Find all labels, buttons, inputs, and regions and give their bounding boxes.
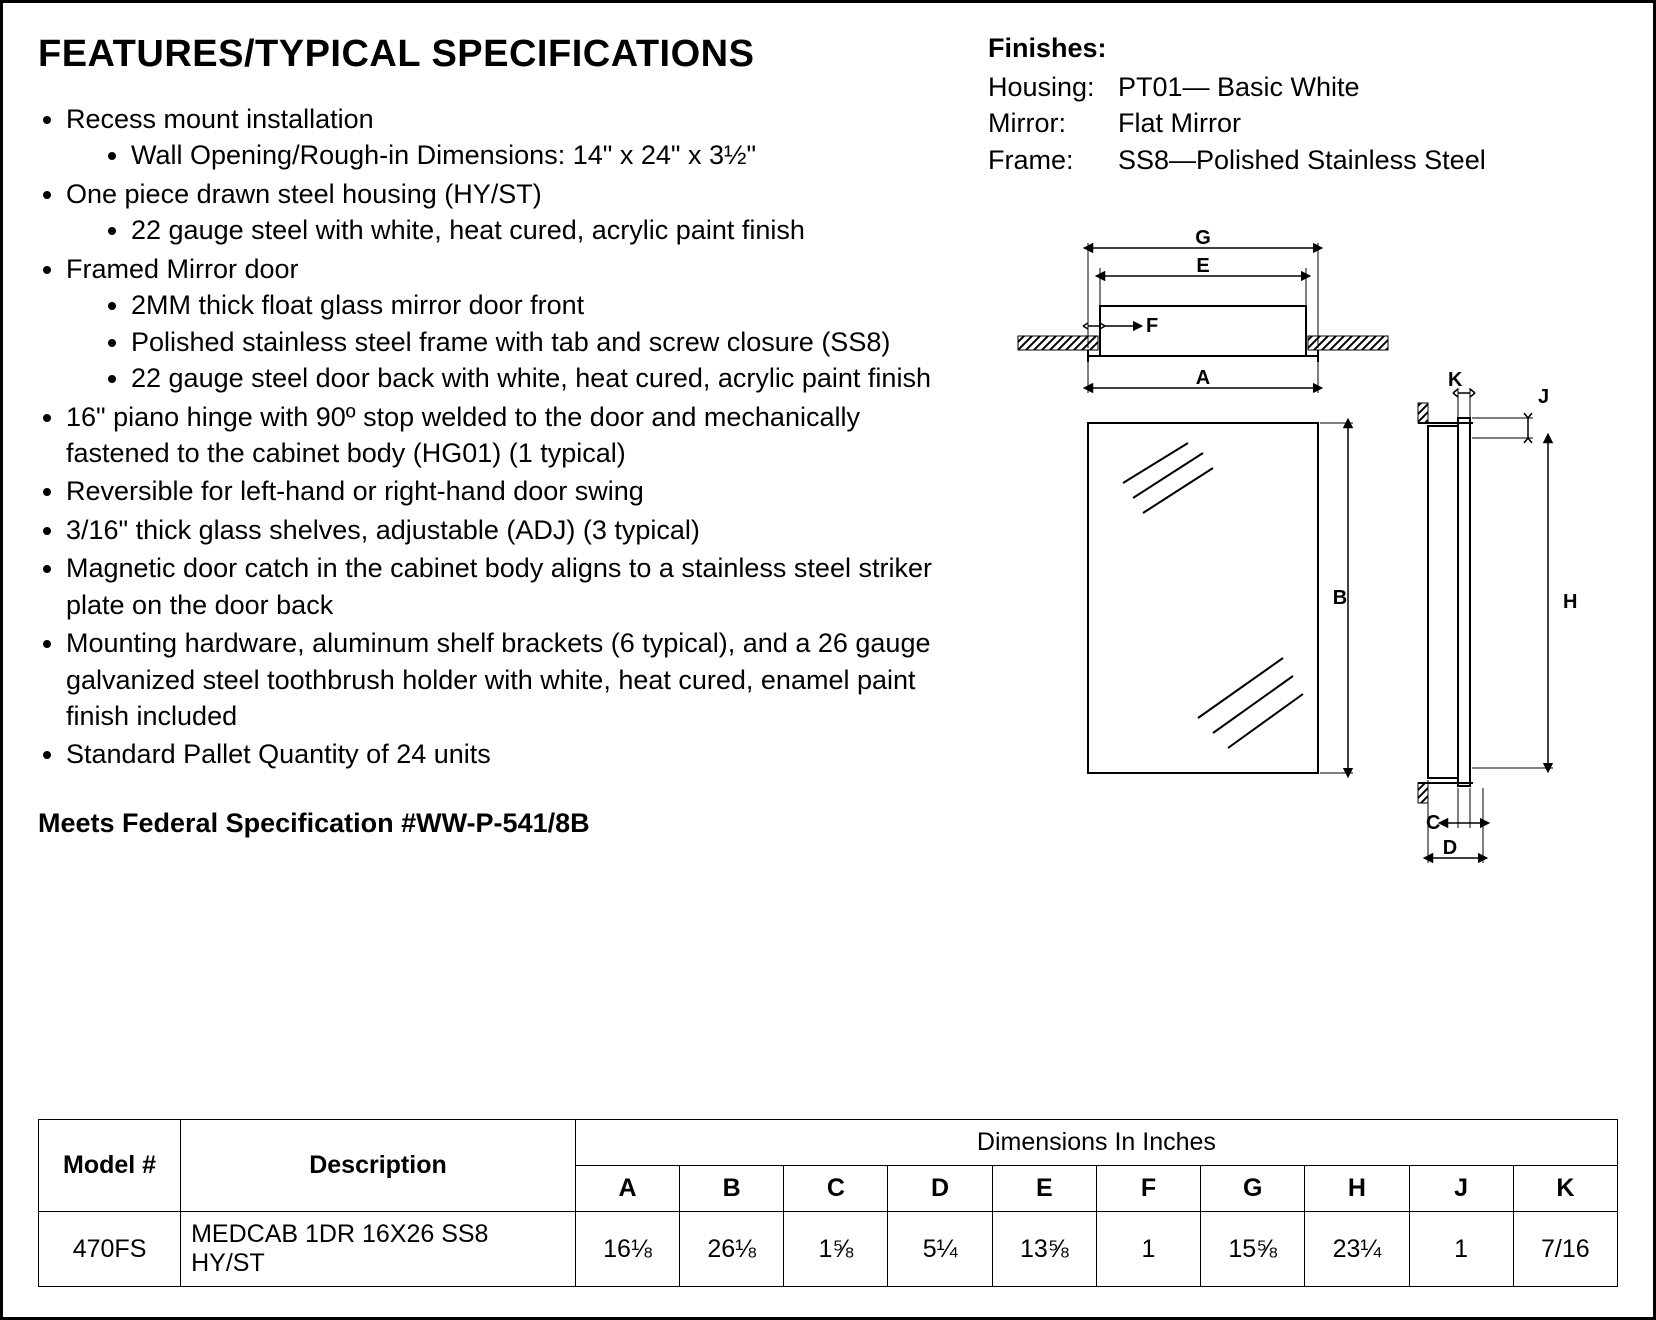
cell-dimension: 1 — [1096, 1212, 1200, 1287]
cell-dimension: 23¼ — [1305, 1212, 1409, 1287]
finishes-label: Mirror: — [988, 105, 1118, 141]
dim-col-header: J — [1409, 1166, 1513, 1212]
svg-text:K: K — [1448, 369, 1463, 391]
dim-col-header: F — [1096, 1166, 1200, 1212]
dim-col-header: K — [1513, 1166, 1617, 1212]
dim-col-header: G — [1201, 1166, 1305, 1212]
feature-subitem: 22 gauge steel with white, heat cured, a… — [131, 212, 948, 248]
dim-col-header: D — [888, 1166, 992, 1212]
svg-text:F: F — [1146, 315, 1158, 337]
svg-text:H: H — [1563, 591, 1577, 613]
feature-item: One piece drawn steel housing (HY/ST)22 … — [66, 176, 948, 249]
feature-sublist: 22 gauge steel with white, heat cured, a… — [66, 212, 948, 248]
finishes-title: Finishes: — [988, 33, 1618, 64]
feature-item: 16" piano hinge with 90º stop welded to … — [66, 399, 948, 472]
cell-dimension: 7/16 — [1513, 1212, 1617, 1287]
finishes-value: Flat Mirror — [1118, 105, 1241, 141]
svg-text:G: G — [1195, 228, 1211, 249]
cell-dimension: 16⅛ — [575, 1212, 679, 1287]
col-model: Model # — [39, 1120, 181, 1212]
dim-col-header: B — [680, 1166, 784, 1212]
finishes-value: PT01— Basic White — [1118, 69, 1360, 105]
finishes-label: Housing: — [988, 69, 1118, 105]
cell-dimension: 5¼ — [888, 1212, 992, 1287]
right-column: Finishes: Housing:PT01— Basic WhiteMirro… — [988, 33, 1618, 878]
feature-subitem: Polished stainless steel frame with tab … — [131, 324, 948, 360]
svg-text:E: E — [1196, 255, 1209, 277]
feature-item: Magnetic door catch in the cabinet body … — [66, 550, 948, 623]
dim-col-header: E — [992, 1166, 1096, 1212]
cell-dimension: 13⅝ — [992, 1212, 1096, 1287]
table-header-group-row: Model # Description Dimensions In Inches — [39, 1120, 1618, 1166]
dim-col-header: H — [1305, 1166, 1409, 1212]
feature-item: 3/16" thick glass shelves, adjustable (A… — [66, 512, 948, 548]
svg-text:B: B — [1333, 587, 1347, 609]
feature-item: Reversible for left-hand or right-hand d… — [66, 473, 948, 509]
spec-sheet: FEATURES/TYPICAL SPECIFICATIONS Recess m… — [0, 0, 1656, 1320]
cell-dimension: 1 — [1409, 1212, 1513, 1287]
finishes-row: Housing:PT01— Basic White — [988, 69, 1618, 105]
cell-model: 470FS — [39, 1212, 181, 1287]
feature-subitem: 22 gauge steel door back with white, hea… — [131, 360, 948, 396]
col-description: Description — [181, 1120, 576, 1212]
dimensions-table: Model # Description Dimensions In Inches… — [38, 1119, 1618, 1287]
top-section: FEATURES/TYPICAL SPECIFICATIONS Recess m… — [38, 33, 1618, 878]
cell-dimension: 1⅝ — [784, 1212, 888, 1287]
feature-item: Standard Pallet Quantity of 24 units — [66, 736, 948, 772]
cell-description: MEDCAB 1DR 16X26 SS8 HY/ST — [181, 1212, 576, 1287]
feature-item: Recess mount installationWall Opening/Ro… — [66, 101, 948, 174]
dimensions-table-wrap: Model # Description Dimensions In Inches… — [38, 1119, 1618, 1287]
cell-dimension: 15⅝ — [1201, 1212, 1305, 1287]
main-title: FEATURES/TYPICAL SPECIFICATIONS — [38, 33, 948, 76]
finishes-list: Housing:PT01— Basic WhiteMirror:Flat Mir… — [988, 69, 1618, 178]
features-list: Recess mount installationWall Opening/Ro… — [38, 101, 948, 773]
finishes-label: Frame: — [988, 142, 1118, 178]
table-data-row: 470FSMEDCAB 1DR 16X26 SS8 HY/ST16⅛26⅛1⅝5… — [39, 1212, 1618, 1287]
dims-group-header: Dimensions In Inches — [575, 1120, 1617, 1166]
dim-col-header: A — [575, 1166, 679, 1212]
feature-sublist: Wall Opening/Rough-in Dimensions: 14" x … — [66, 137, 948, 173]
diagram-svg: G E F — [988, 228, 1608, 878]
feature-item: Framed Mirror door2MM thick float glass … — [66, 251, 948, 397]
feature-subitem: Wall Opening/Rough-in Dimensions: 14" x … — [131, 137, 948, 173]
feature-sublist: 2MM thick float glass mirror door frontP… — [66, 287, 948, 396]
svg-text:J: J — [1538, 386, 1549, 408]
finishes-row: Mirror:Flat Mirror — [988, 105, 1618, 141]
federal-spec: Meets Federal Specification #WW-P-541/8B — [38, 808, 948, 839]
svg-text:D: D — [1443, 837, 1457, 859]
finishes-row: Frame:SS8—Polished Stainless Steel — [988, 142, 1618, 178]
svg-text:A: A — [1196, 367, 1210, 389]
feature-subitem: 2MM thick float glass mirror door front — [131, 287, 948, 323]
features-column: FEATURES/TYPICAL SPECIFICATIONS Recess m… — [38, 33, 948, 878]
finishes-value: SS8—Polished Stainless Steel — [1118, 142, 1486, 178]
technical-diagram: G E F — [988, 228, 1618, 878]
dim-col-header: C — [784, 1166, 888, 1212]
cell-dimension: 26⅛ — [680, 1212, 784, 1287]
feature-item: Mounting hardware, aluminum shelf bracke… — [66, 625, 948, 734]
